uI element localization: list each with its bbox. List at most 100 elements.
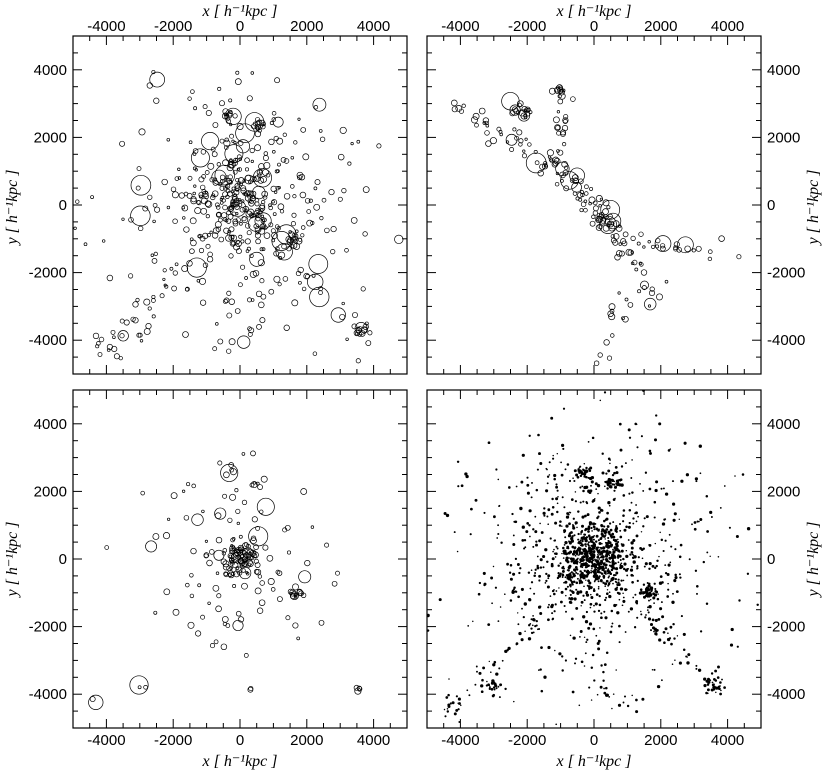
- data-point: [564, 540, 568, 545]
- data-point: [546, 475, 550, 478]
- y-tick-label: -4000: [29, 686, 67, 703]
- data-point: [356, 686, 363, 692]
- data-point: [547, 645, 551, 650]
- data-point: [559, 520, 562, 523]
- data-point: [619, 529, 622, 532]
- data-point: [300, 233, 305, 238]
- data-point: [585, 536, 589, 539]
- data-point: [597, 223, 603, 229]
- data-point: [271, 238, 276, 243]
- data-point: [566, 552, 569, 555]
- data-point: [617, 583, 621, 587]
- data-point: [583, 599, 586, 602]
- data-point: [254, 201, 260, 207]
- data-point: [648, 543, 651, 546]
- data-point: [250, 481, 258, 489]
- data-point: [612, 535, 616, 539]
- data-point: [581, 485, 584, 488]
- data-point: [660, 487, 663, 490]
- data-point: [573, 550, 576, 552]
- data-point: [427, 613, 430, 618]
- data-point: [252, 177, 257, 182]
- data-point: [580, 660, 584, 664]
- data-point: [235, 187, 239, 192]
- data-point: [553, 539, 557, 542]
- data-point: [537, 433, 540, 437]
- x-tick-label: 4000: [357, 732, 390, 749]
- data-point: [225, 185, 229, 189]
- data-point: [88, 694, 104, 711]
- data-point: [278, 251, 286, 259]
- data-point: [603, 663, 607, 666]
- data-point: [228, 226, 235, 233]
- data-point: [648, 449, 652, 453]
- data-point: [636, 616, 639, 619]
- data-point: [522, 615, 525, 619]
- data-point: [509, 599, 513, 602]
- data-point: [564, 659, 568, 662]
- data-point: [673, 245, 678, 251]
- data-point: [606, 569, 610, 573]
- data-point: [268, 138, 275, 146]
- data-point: [557, 564, 560, 567]
- data-point: [572, 580, 576, 584]
- data-point: [522, 526, 525, 529]
- data-point: [637, 515, 639, 518]
- data-point: [238, 534, 243, 539]
- data-point: [598, 557, 601, 559]
- data-point: [597, 553, 599, 556]
- data-point: [528, 509, 532, 513]
- data-point: [311, 273, 316, 278]
- data-point: [638, 591, 643, 595]
- data-point: [711, 683, 715, 687]
- data-point: [630, 550, 634, 554]
- data-point: [244, 276, 248, 280]
- data-point: [715, 686, 719, 690]
- x-tick-label: -4000: [441, 18, 479, 35]
- data-point: [597, 647, 601, 651]
- data-point: [92, 332, 100, 340]
- data-point: [205, 243, 211, 249]
- data-point: [615, 525, 618, 528]
- data-point: [231, 537, 236, 541]
- data-point: [356, 326, 361, 331]
- data-point: [648, 487, 652, 491]
- data-point: [626, 574, 629, 577]
- data-point: [537, 628, 539, 631]
- data-point: [669, 448, 672, 450]
- data-point: [468, 694, 471, 697]
- data-point: [137, 685, 142, 690]
- data-point: [547, 577, 550, 580]
- data-point: [207, 601, 211, 606]
- data-point: [654, 235, 672, 252]
- data-point: [614, 466, 618, 469]
- data-point: [654, 542, 657, 545]
- data-point: [579, 552, 582, 555]
- data-point: [618, 624, 621, 628]
- data-point: [653, 582, 656, 585]
- data-point: [563, 581, 565, 584]
- data-point: [608, 696, 611, 698]
- data-point: [471, 116, 478, 124]
- data-point: [245, 223, 251, 229]
- data-point: [276, 224, 297, 245]
- data-point: [589, 220, 596, 227]
- data-point: [230, 552, 241, 563]
- data-point: [355, 331, 359, 336]
- data-point: [196, 200, 201, 205]
- data-point: [611, 473, 615, 477]
- data-point: [298, 173, 306, 181]
- data-point: [534, 160, 540, 166]
- data-point: [190, 197, 197, 205]
- y-tick-label: -2000: [29, 265, 67, 282]
- data-point: [247, 560, 254, 567]
- data-point: [543, 507, 546, 510]
- data-point: [247, 199, 252, 204]
- data-point: [273, 135, 279, 142]
- data-point: [544, 582, 547, 584]
- data-point: [649, 599, 652, 601]
- data-point: [555, 545, 558, 548]
- data-point: [613, 555, 617, 559]
- data-point: [654, 488, 658, 493]
- data-point: [277, 185, 281, 190]
